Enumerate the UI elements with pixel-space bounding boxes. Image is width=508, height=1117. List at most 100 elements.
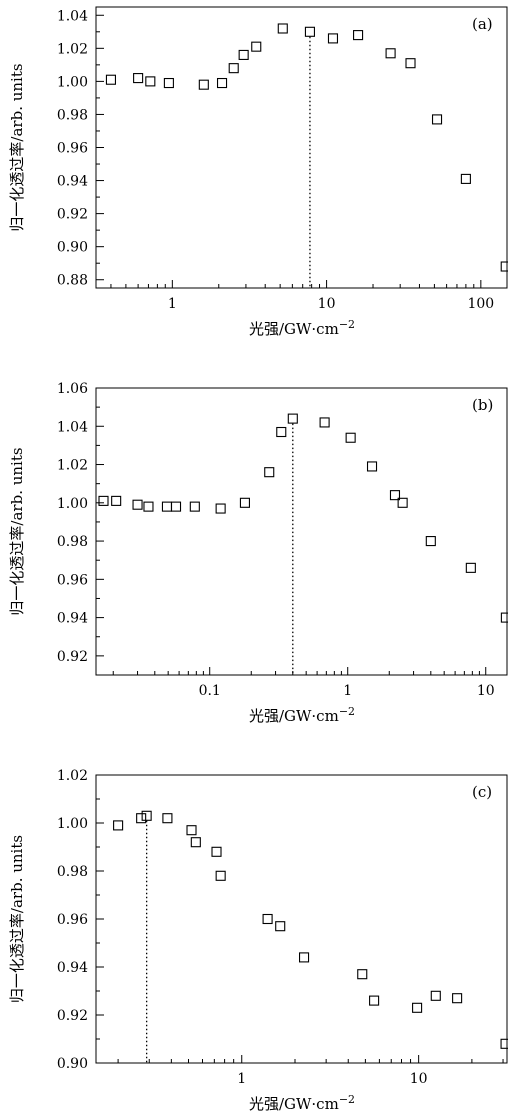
chart-panel-c: 1 10 0.90 0.92 0.94 0.96 0.98 1.00 1.02 (c) 光强/GW·… [8, 768, 508, 1113]
y-tick-label-a: 1.00 [57, 74, 88, 90]
data-point-a [251, 41, 262, 52]
plot-frame-b [95, 387, 508, 676]
x-tick-label-b: 10 [477, 683, 495, 699]
data-point-c [357, 969, 368, 980]
plot-frame-c [95, 774, 508, 1064]
y-tick-label-a: 0.92 [57, 207, 88, 223]
data-point-c [136, 813, 147, 824]
data-point-a [133, 73, 144, 84]
data-point-a [460, 173, 471, 184]
data-point-c [141, 810, 152, 821]
data-point-b [500, 612, 508, 623]
data-point-b [465, 562, 476, 573]
data-point-c [211, 846, 222, 857]
chart-panel-a: 1 10 100 0.88 0.90 0.92 0.94 0.96 0.98 1.00 1.02 1.… [8, 6, 508, 338]
y-tick-label-a: 0.88 [57, 273, 88, 289]
data-point-a [163, 77, 174, 89]
x-axis-label-exponent-b: −2 [339, 705, 355, 718]
data-point-c [113, 820, 124, 831]
x-axis-label-exponent-c: −2 [339, 1093, 355, 1106]
data-point-a [145, 76, 156, 87]
data-point-c [500, 1038, 508, 1049]
y-axis-label-a: 归一化透过率/arb. units [8, 63, 26, 231]
data-point-a [327, 33, 339, 44]
y-tick-label-c: 0.92 [57, 1008, 88, 1024]
y-tick-label-b: 0.94 [57, 611, 88, 627]
data-point-a [228, 63, 239, 74]
data-point-c [452, 993, 463, 1004]
data-point-b [389, 490, 401, 501]
data-point-a [500, 261, 508, 272]
chart-panel-b: 0.1 1 10 0.92 0.94 0.96 0.98 1.00 1.02 1.04 1.06 (b… [8, 381, 508, 725]
x-tick-label-a: 100 [467, 296, 494, 312]
data-point-b [345, 432, 356, 443]
data-point-a [431, 114, 443, 125]
data-point-b [189, 501, 200, 512]
y-tick-label-c: 0.96 [57, 912, 88, 928]
data-point-c [186, 825, 197, 836]
panel-label-b: (b) [472, 396, 493, 414]
y-tick-label-a: 0.96 [57, 141, 88, 157]
x-tick-label-a: 1 [168, 296, 177, 312]
x-tick-label-b: 1 [343, 683, 352, 699]
y-axis-label-c: 归一化透过率/arb. units [8, 835, 26, 1003]
data-point-b [366, 461, 378, 472]
x-axis-label-c: 光强/GW·cm−2 [249, 1093, 355, 1113]
x-axis-label-a: 光强/GW·cm−2 [249, 318, 355, 338]
x-axis-label-b: 光强/GW·cm−2 [249, 705, 355, 725]
y-tick-label-a: 0.90 [57, 240, 88, 256]
y-tick-label-c: 1.00 [57, 816, 88, 832]
y-tick-label-a: 1.02 [57, 41, 88, 57]
data-point-c [369, 995, 380, 1006]
data-point-b [264, 467, 275, 478]
x-axis-label-exponent-a: −2 [339, 318, 355, 331]
data-point-b [215, 503, 226, 514]
y-tick-label-b: 1.02 [57, 458, 88, 474]
data-point-a [405, 58, 416, 69]
y-tick-label-c: 0.98 [57, 864, 88, 880]
x-tick-label-c: 1 [237, 1071, 246, 1087]
data-point-b [425, 536, 436, 547]
data-point-b [276, 426, 287, 438]
data-point-b [239, 497, 250, 508]
data-point-b [397, 497, 408, 508]
data-point-c [190, 837, 201, 848]
y-tick-label-b: 1.00 [57, 496, 88, 512]
y-tick-label-a: 1.04 [57, 8, 88, 24]
y-tick-label-b: 0.96 [57, 572, 88, 588]
y-tick-label-b: 1.04 [57, 419, 88, 435]
data-point-b [170, 501, 182, 512]
data-point-b [319, 417, 330, 428]
data-point-a [304, 26, 315, 37]
plot-frame-a [95, 6, 508, 289]
data-point-c [162, 813, 173, 824]
data-point-c [262, 913, 273, 925]
x-axis-label-text-b: 光强/GW·cm [249, 707, 339, 725]
y-tick-label-b: 0.92 [57, 649, 88, 665]
data-point-a [385, 48, 396, 59]
data-point-b [132, 499, 143, 510]
data-point-b [111, 495, 122, 506]
y-tick-label-b: 0.98 [57, 534, 88, 550]
data-point-c [430, 990, 441, 1001]
data-point-b [98, 495, 109, 506]
x-tick-label-c: 10 [410, 1071, 428, 1087]
data-point-c [298, 952, 310, 963]
y-axis-label-b: 归一化透过率/arb. units [8, 447, 26, 615]
data-point-a [216, 77, 228, 89]
data-point-b [143, 501, 154, 512]
data-point-c [412, 1002, 423, 1013]
y-tick-label-b: 1.06 [57, 381, 88, 397]
y-tick-label-c: 1.02 [57, 768, 88, 784]
y-tick-label-a: 0.98 [57, 107, 88, 123]
data-point-a [198, 79, 209, 90]
data-point-a [105, 74, 116, 85]
x-axis-label-text-a: 光强/GW·cm [249, 320, 339, 338]
y-tick-label-c: 0.90 [57, 1056, 88, 1072]
data-point-a [277, 23, 288, 34]
data-point-a [353, 30, 364, 41]
panel-label-c: (c) [472, 783, 492, 801]
data-point-b [161, 501, 173, 512]
data-point-b [287, 413, 298, 424]
